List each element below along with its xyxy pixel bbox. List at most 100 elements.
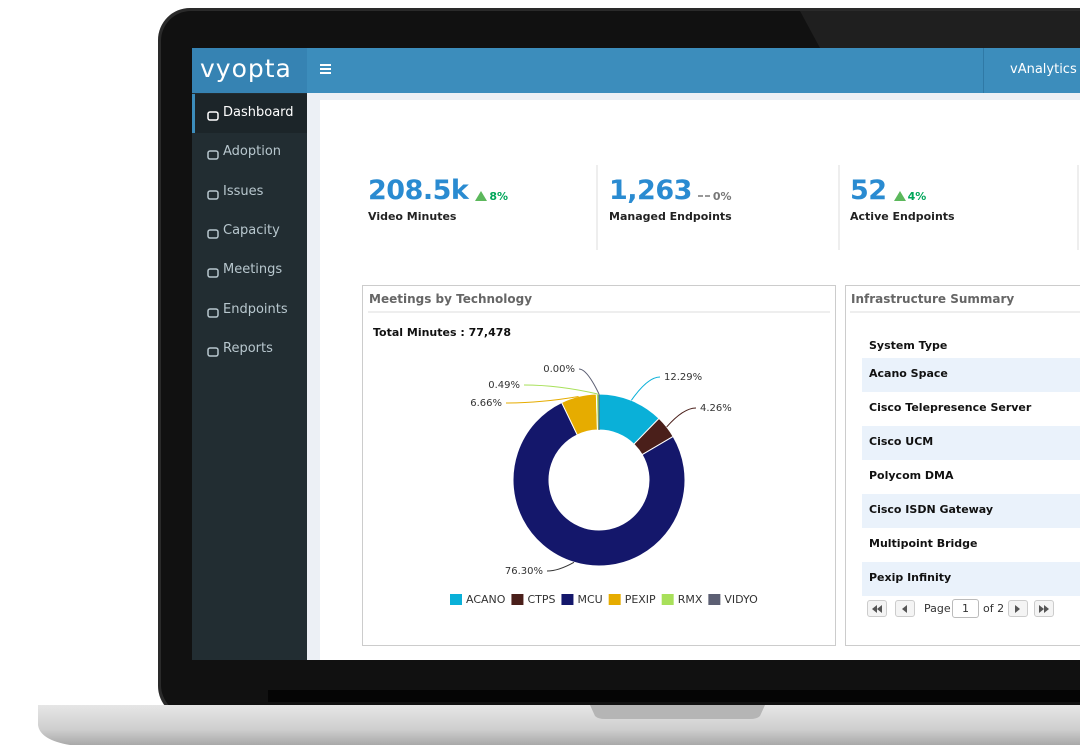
menu-icon (207, 264, 219, 278)
triangle (475, 191, 488, 201)
legend-swatch (608, 594, 621, 605)
menu-item[interactable]: Meetings (223, 262, 283, 277)
logo[interactable]: vyopta (200, 54, 292, 83)
icon (207, 190, 219, 200)
sidebar: Dashboard Adoption Issues Capacity Meetings E… (192, 93, 307, 660)
table-cell: Pexip Infinity (869, 571, 952, 584)
icon (207, 229, 219, 239)
icon (207, 347, 219, 357)
menu-icon (207, 225, 219, 239)
legend-swatch (450, 594, 462, 605)
legend-label: ACANO (466, 593, 506, 606)
last-page[interactable] (1034, 600, 1054, 617)
reflection (800, 11, 1080, 48)
data-label: 6.66% (470, 398, 502, 409)
legend-label: CTPS (527, 593, 555, 606)
table-cell: Cisco ISDN Gateway (869, 503, 994, 516)
data-label: 0.00% (543, 364, 575, 375)
leader-line (630, 376, 661, 401)
table-cell: Cisco UCM (869, 435, 934, 448)
laptop-base (38, 705, 1080, 745)
main-graphics: 12.29% 4.26% 76.30% 6.66% 0.49% 0.00% ACANO CTP… (362, 165, 1080, 646)
trend-flat (697, 187, 712, 199)
kpi-value: 208.5k (368, 175, 469, 206)
leader-line (578, 368, 600, 395)
leader-line (546, 561, 575, 572)
menu-item[interactable]: Issues (223, 184, 264, 199)
pager-icon (902, 605, 907, 613)
trend-up (893, 187, 907, 201)
legend-label: VIDYO (724, 593, 758, 606)
leader-line (505, 395, 579, 404)
icon (207, 308, 219, 318)
base-notch (590, 705, 765, 719)
kpi-change: 8% (489, 190, 509, 203)
trend-up (474, 187, 488, 201)
menu-icon (207, 343, 219, 357)
logo-area (192, 48, 307, 93)
kpi-change: 0% (712, 190, 732, 203)
pager-label: Page (924, 602, 951, 615)
panel-title: Meetings by Technology (369, 292, 533, 306)
hinge (268, 690, 1080, 702)
active-item (192, 94, 307, 133)
kpi-value: 1,263 (609, 175, 692, 206)
panel-title: Infrastructure Summary (851, 292, 1015, 306)
kpi-value: 52 (850, 175, 887, 206)
table-cell: Multipoint Bridge (869, 537, 978, 550)
legend-label: MCU (577, 593, 602, 606)
legend-swatch (561, 594, 574, 605)
leader-line (666, 407, 697, 428)
menu-item[interactable]: Capacity (223, 223, 280, 238)
menu-item[interactable]: Dashboard (223, 105, 294, 120)
pager-total: of 2 (983, 602, 1005, 615)
icon (207, 150, 219, 160)
first-page[interactable] (867, 600, 887, 617)
data-label: 76.30% (505, 566, 543, 577)
data-label: 12.29% (664, 372, 702, 383)
pager-icon (872, 605, 882, 613)
pager-icon (1039, 605, 1049, 613)
data-label: 4.26% (700, 403, 732, 414)
menu-item[interactable]: Adoption (223, 144, 282, 159)
icon (207, 268, 219, 278)
menu-icon (207, 304, 219, 318)
kpi-label: Managed Endpoints (609, 210, 732, 223)
kpi-label: Active Endpoints (850, 210, 955, 223)
table-header: System Type (869, 339, 948, 352)
table-cell: Polycom DMA (869, 469, 954, 482)
legend-label: RMX (678, 593, 703, 606)
triangle (893, 191, 906, 201)
menu-icon (207, 146, 219, 160)
divider (983, 48, 984, 93)
chart-subtitle: Total Minutes : 77,478 (373, 326, 512, 339)
leader-line (523, 384, 598, 395)
row-band (862, 562, 1080, 596)
data-label: 0.49% (488, 380, 520, 391)
pie-slice (512, 401, 686, 567)
legend-label: PEXIP (625, 593, 656, 606)
top-bar (192, 48, 1080, 93)
legend-swatch (511, 594, 524, 605)
page-input[interactable]: 1 (952, 599, 979, 618)
menu-icon (320, 64, 331, 74)
kpi-change: 4% (907, 190, 927, 203)
menu-toggle[interactable] (320, 61, 332, 79)
table-cell: Acano Space (869, 367, 948, 380)
menu-icon (207, 107, 219, 121)
menu-item[interactable]: Reports (223, 341, 273, 356)
menu-icon (207, 186, 219, 200)
app-title: vAnalytics H (1010, 62, 1080, 77)
row-band (862, 358, 1080, 392)
next-page[interactable] (1008, 600, 1028, 617)
legend-swatch (661, 594, 674, 605)
panel (362, 285, 836, 646)
table-cell: Cisco Telepresence Server (869, 401, 1032, 414)
row-band (862, 494, 1080, 528)
dash (697, 195, 710, 197)
pager-icon (1015, 605, 1020, 613)
row-band (862, 426, 1080, 460)
prev-page[interactable] (895, 600, 915, 617)
menu-item[interactable]: Endpoints (223, 302, 288, 317)
